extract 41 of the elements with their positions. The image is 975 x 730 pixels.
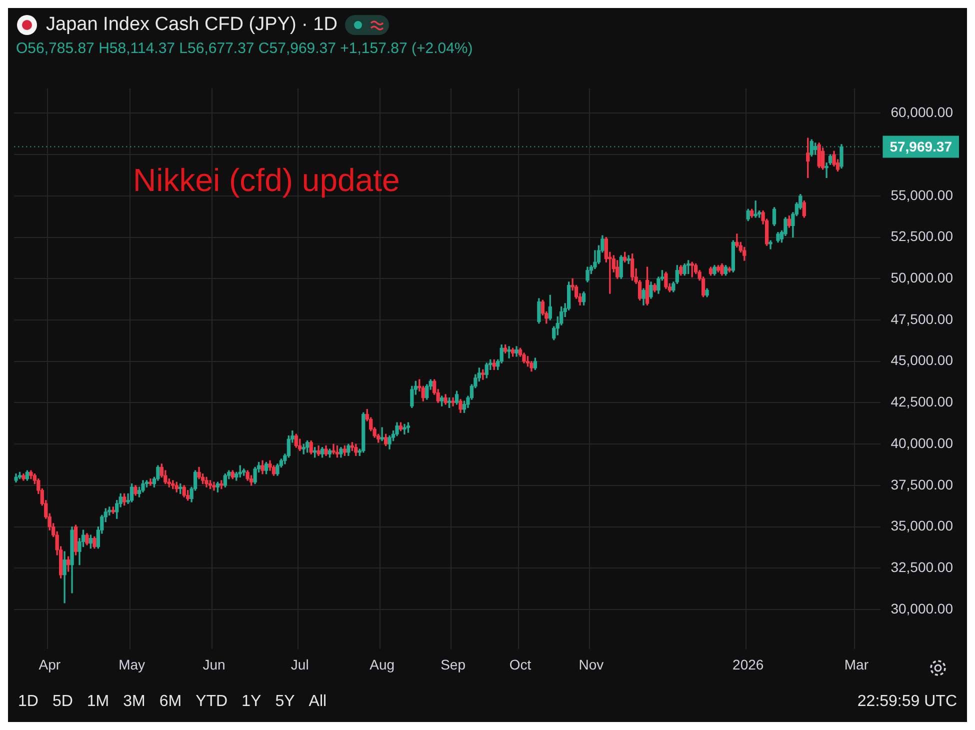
text: 5D: [52, 693, 73, 711]
text: 1M: [86, 693, 110, 711]
y-tick-label: 30,000.00: [890, 600, 954, 616]
text: 6M: [159, 693, 182, 711]
candlestick: [332, 444, 336, 454]
y-tick-label: 60,000.00: [890, 104, 954, 120]
x-tick-label: Jul: [290, 656, 309, 672]
y-tick-label: 37,500.00: [890, 476, 954, 492]
y-tick-label: 55,000.00: [890, 186, 954, 203]
x-tick-label: Sep: [440, 656, 466, 672]
text: 1D: [18, 693, 38, 711]
candlestick: [402, 424, 406, 434]
text: 5Y: [275, 693, 295, 711]
y-tick-label: 47,500.00: [890, 310, 954, 327]
candlestick: [380, 427, 384, 442]
y-tick-label: 42,500.00: [890, 394, 954, 410]
text: O56,785.87 H58,114.37 L56,677.37 C57,969.37 +1,157.87 (+2.04%): [16, 40, 474, 57]
y-tick-label: 50,000.00: [890, 270, 954, 286]
x-tick-label: May: [118, 656, 146, 672]
x-tick-label: Apr: [38, 656, 61, 672]
y-tick-label: 35,000.00: [890, 518, 954, 534]
x-tick-label: Jun: [202, 656, 226, 672]
ref-line-label: 57,969.37: [890, 138, 952, 155]
text: YTD: [196, 693, 228, 711]
text: All: [308, 693, 327, 711]
chart-title: Japan Index Cash CFD (JPY) · 1D: [46, 14, 338, 36]
y-tick-label: 52,500.00: [890, 228, 954, 244]
text: 3M: [123, 693, 146, 711]
text: 1Y: [242, 693, 262, 711]
annotation: Nikkei (cfd) update: [133, 162, 400, 199]
text: 22:59:59 UTC: [857, 693, 957, 711]
x-tick-label: Oct: [509, 656, 532, 672]
x-tick-label: Nov: [578, 656, 604, 672]
candlestick: [507, 346, 511, 358]
y-tick-label: 32,500.00: [890, 559, 954, 575]
x-tick-label: Mar: [844, 656, 869, 672]
y-tick-label: 45,000.00: [890, 352, 954, 368]
x-tick-label: Aug: [370, 656, 395, 672]
y-tick-label: 40,000.00: [890, 434, 954, 451]
x-tick-label: 2026: [732, 656, 764, 672]
candlestick: [148, 478, 152, 486]
